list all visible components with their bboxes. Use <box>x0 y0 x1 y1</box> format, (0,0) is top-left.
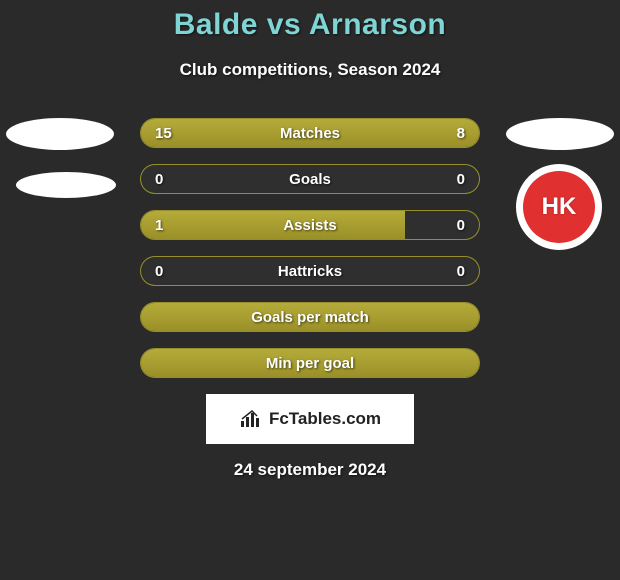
date-label: 24 september 2024 <box>0 460 620 480</box>
stat-label: Assists <box>141 211 479 239</box>
left-player-badge-2 <box>16 172 116 198</box>
right-club-logo: HK <box>516 164 602 250</box>
chart-icon <box>239 409 263 429</box>
right-club-logo-text: HK <box>523 171 595 243</box>
stats-area: HK Matches158Goals00Assists10Hattricks00… <box>0 118 620 378</box>
stat-row: Assists1 0 <box>140 210 480 240</box>
stat-right-value: 0 <box>457 211 465 239</box>
right-player-badge-1 <box>506 118 614 150</box>
stat-label: Matches <box>141 119 479 147</box>
stat-row: Matches15 8 <box>140 118 480 148</box>
stat-label: Hattricks <box>141 257 479 285</box>
stat-label: Min per goal <box>141 349 479 377</box>
stat-right-value: 0 <box>457 257 465 285</box>
stat-right-value: 8 <box>457 119 465 147</box>
stat-left-value: 0 <box>155 257 163 285</box>
page-subtitle: Club competitions, Season 2024 <box>0 60 620 80</box>
stat-row: Hattricks0 0 <box>140 256 480 286</box>
stat-row: Min per goal <box>140 348 480 378</box>
stat-row: Goals0 0 <box>140 164 480 194</box>
page-title: Balde vs Arnarson <box>0 8 620 42</box>
left-player-badge-1 <box>6 118 114 150</box>
stat-left-value: 1 <box>155 211 163 239</box>
brand-text: FcTables.com <box>269 409 381 429</box>
stat-right-value: 0 <box>457 165 465 193</box>
comparison-widget: Balde vs Arnarson Club competitions, Sea… <box>0 0 620 480</box>
stat-left-value: 0 <box>155 165 163 193</box>
stat-label: Goals <box>141 165 479 193</box>
stat-left-value: 15 <box>155 119 172 147</box>
brand-box: FcTables.com <box>206 394 414 444</box>
stat-label: Goals per match <box>141 303 479 331</box>
stat-bars: Matches158Goals00Assists10Hattricks00Goa… <box>140 118 480 378</box>
stat-row: Goals per match <box>140 302 480 332</box>
